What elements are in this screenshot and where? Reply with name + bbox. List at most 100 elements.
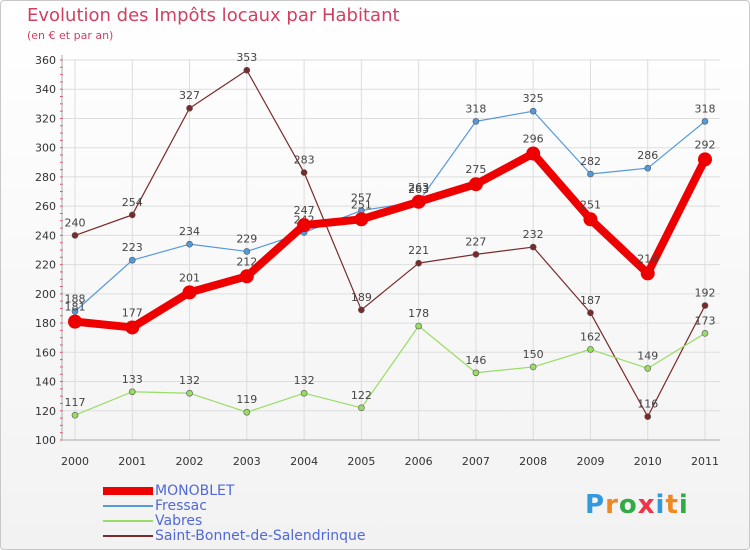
data-label-monoblet: 177 bbox=[122, 306, 143, 319]
data-label-vabres: 173 bbox=[695, 314, 716, 327]
series-line-monoblet bbox=[71, 149, 709, 332]
data-point-saint-bonnet-de-salendrinque bbox=[415, 259, 422, 267]
data-point-fressac bbox=[243, 248, 251, 255]
data-point-saint-bonnet-de-salendrinque bbox=[300, 169, 308, 176]
data-label-vabres: 178 bbox=[408, 307, 429, 320]
data-label-saint-bonnet-de-salendrinque: 240 bbox=[65, 216, 86, 229]
data-label-saint-bonnet-de-salendrinque: 221 bbox=[408, 244, 429, 257]
legend-swatch bbox=[103, 535, 153, 537]
data-label-monoblet: 296 bbox=[523, 133, 544, 146]
x-tick-label: 2008 bbox=[519, 455, 547, 468]
data-label-saint-bonnet-de-salendrinque: 327 bbox=[179, 89, 200, 102]
y-tick-label: 300 bbox=[35, 142, 56, 155]
x-tick-label: 2009 bbox=[576, 455, 604, 468]
legend-item-vabres: Vabres bbox=[103, 513, 423, 529]
data-label-vabres: 119 bbox=[236, 393, 257, 406]
logo-letter: i bbox=[655, 490, 666, 520]
data-point-fressac bbox=[644, 164, 652, 172]
data-point-fressac bbox=[128, 256, 136, 264]
data-label-fressac: 286 bbox=[637, 149, 658, 162]
chart-title: Evolution des Impôts locaux par Habitant bbox=[27, 5, 400, 26]
y-tick-label: 140 bbox=[35, 376, 56, 389]
data-point-monoblet bbox=[468, 177, 483, 192]
data-point-vabres bbox=[128, 388, 136, 396]
data-label-monoblet: 214 bbox=[637, 252, 658, 265]
data-label-vabres: 146 bbox=[465, 354, 486, 367]
data-label-monoblet: 275 bbox=[465, 163, 486, 176]
data-point-vabres bbox=[300, 389, 308, 397]
legend-swatch bbox=[103, 520, 153, 522]
y-tick-label: 280 bbox=[35, 171, 56, 184]
data-point-saint-bonnet-de-salendrinque bbox=[128, 211, 136, 219]
data-point-saint-bonnet-de-salendrinque bbox=[358, 306, 365, 314]
data-label-saint-bonnet-de-salendrinque: 116 bbox=[637, 398, 658, 411]
data-point-vabres bbox=[415, 322, 422, 330]
data-label-saint-bonnet-de-salendrinque: 254 bbox=[122, 196, 143, 209]
data-label-vabres: 150 bbox=[523, 348, 544, 361]
y-tick-label: 200 bbox=[35, 288, 56, 301]
legend-swatch bbox=[103, 487, 153, 495]
data-label-saint-bonnet-de-salendrinque: 353 bbox=[236, 51, 257, 64]
data-point-vabres bbox=[644, 365, 652, 372]
legend-label: Fressac bbox=[155, 498, 207, 514]
data-label-vabres: 149 bbox=[637, 349, 658, 362]
data-label-monoblet: 263 bbox=[408, 181, 429, 194]
data-label-fressac: 234 bbox=[179, 225, 200, 238]
logo-letter: i bbox=[678, 490, 689, 520]
legend-label: Vabres bbox=[155, 513, 203, 529]
data-point-vabres bbox=[71, 411, 79, 419]
data-label-fressac: 325 bbox=[523, 92, 544, 105]
data-point-saint-bonnet-de-salendrinque bbox=[587, 309, 594, 317]
data-point-monoblet bbox=[182, 285, 197, 300]
data-point-vabres bbox=[701, 330, 709, 337]
x-tick-label: 2006 bbox=[405, 455, 433, 468]
data-point-saint-bonnet-de-salendrinque bbox=[472, 251, 480, 258]
data-point-monoblet bbox=[125, 320, 140, 335]
data-point-saint-bonnet-de-salendrinque bbox=[644, 413, 652, 420]
data-point-vabres bbox=[472, 369, 480, 377]
data-point-saint-bonnet-de-salendrinque bbox=[529, 243, 537, 251]
data-label-monoblet: 181 bbox=[65, 301, 86, 314]
x-tick-label: 2003 bbox=[233, 455, 261, 468]
data-label-vabres: 132 bbox=[294, 374, 315, 387]
data-label-vabres: 162 bbox=[580, 330, 601, 343]
x-tick-label: 2002 bbox=[176, 455, 204, 468]
data-point-saint-bonnet-de-salendrinque bbox=[243, 66, 251, 74]
legend-swatch bbox=[103, 505, 153, 507]
logo-letter: P bbox=[585, 490, 606, 520]
data-label-fressac: 282 bbox=[580, 155, 601, 168]
data-point-monoblet bbox=[68, 314, 82, 329]
data-label-saint-bonnet-de-salendrinque: 283 bbox=[294, 154, 315, 167]
data-label-saint-bonnet-de-salendrinque: 189 bbox=[351, 291, 372, 304]
legend-label: MONOBLET bbox=[155, 483, 235, 499]
data-label-fressac: 229 bbox=[236, 232, 257, 245]
data-point-vabres bbox=[358, 404, 365, 412]
data-point-fressac bbox=[529, 107, 537, 115]
data-label-monoblet: 247 bbox=[294, 204, 315, 217]
y-tick-label: 100 bbox=[35, 434, 56, 447]
data-label-monoblet: 292 bbox=[695, 138, 716, 151]
data-label-monoblet: 251 bbox=[351, 198, 372, 211]
data-label-monoblet: 212 bbox=[236, 255, 257, 268]
data-label-fressac: 263 bbox=[408, 183, 429, 196]
data-label-fressac: 188 bbox=[65, 292, 86, 305]
legend-item-fressac: Fressac bbox=[103, 498, 423, 514]
y-tick-label: 120 bbox=[35, 405, 56, 418]
data-point-monoblet bbox=[411, 194, 426, 209]
x-tick-label: 2000 bbox=[61, 455, 89, 468]
y-tick-label: 240 bbox=[35, 229, 56, 242]
data-point-saint-bonnet-de-salendrinque bbox=[186, 104, 193, 112]
series-line-saint-bonnet-de-salendrinque bbox=[74, 69, 706, 418]
data-label-fressac: 318 bbox=[695, 102, 716, 115]
x-tick-label: 2010 bbox=[634, 455, 662, 468]
data-point-monoblet bbox=[640, 266, 655, 281]
data-label-monoblet: 201 bbox=[179, 271, 200, 284]
data-label-saint-bonnet-de-salendrinque: 187 bbox=[580, 294, 601, 307]
x-tick-label: 2011 bbox=[691, 455, 719, 468]
logo-letter: x bbox=[637, 490, 656, 520]
data-label-vabres: 117 bbox=[65, 396, 86, 409]
data-point-saint-bonnet-de-salendrinque bbox=[701, 302, 709, 309]
legend-item-saint-bonnet: Saint-Bonnet-de-Salendrinque bbox=[103, 528, 423, 544]
